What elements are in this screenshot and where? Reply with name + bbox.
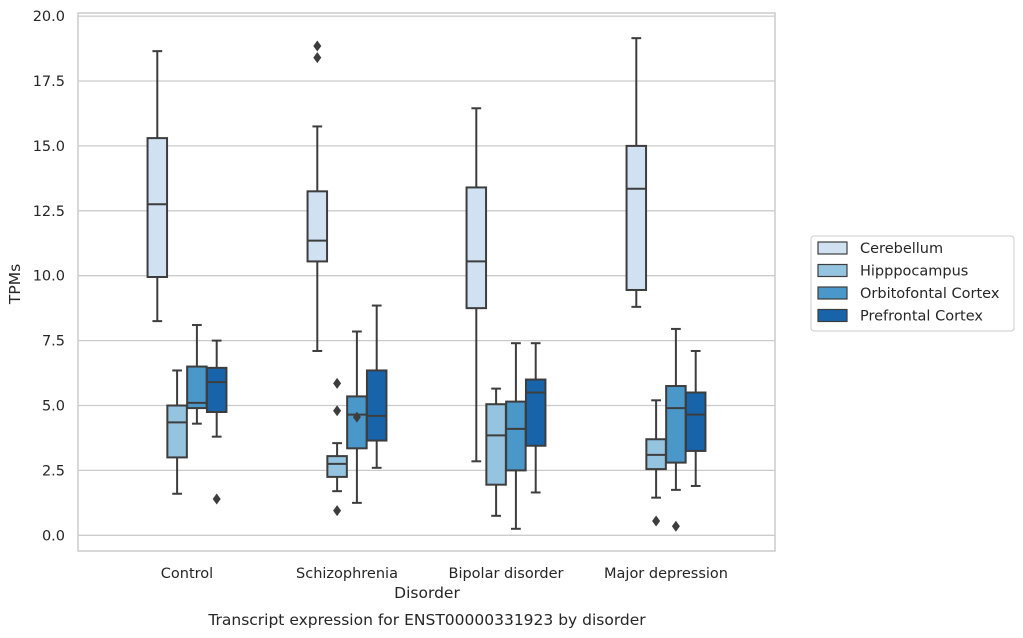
legend-swatch <box>817 286 848 300</box>
legend-swatch <box>817 263 848 278</box>
y-tick-label: 7.5 <box>42 334 65 350</box>
y-tick-label: 0.0 <box>42 528 65 544</box>
legend-frame <box>810 235 1015 332</box>
x-tick-label: Control <box>161 566 213 582</box>
y-tick-labels: 0.0 2.5 5.0 7.5 10.0 12.5 15.0 17.5 20.0 <box>33 9 65 544</box>
outlier-point <box>333 405 342 417</box>
y-tick-label: 2.5 <box>42 463 65 479</box>
y-tick-label: 12.5 <box>33 204 65 220</box>
outlier-point <box>313 52 322 64</box>
series-prefrontal-cortex <box>205 304 707 505</box>
outlier-point <box>652 515 661 527</box>
legend-swatch <box>817 241 848 255</box>
legend-swatch <box>817 308 848 323</box>
box <box>205 366 228 413</box>
box <box>505 400 527 472</box>
outlier-point <box>313 40 322 52</box>
x-tick-label: Bipolar disorder <box>449 566 564 582</box>
y-tick-label: 10.0 <box>33 269 65 285</box>
legend: Cerebellum Hipppocampus Orbitofontal Corte… <box>810 235 1015 332</box>
x-tick-label: Major depression <box>604 566 728 582</box>
legend-entry: Orbitofontal Cortex <box>860 286 1000 302</box>
y-tick-label: 5.0 <box>42 399 65 415</box>
outlier-point <box>333 377 342 389</box>
x-axis-label: Disorder <box>394 584 460 602</box>
box <box>146 137 169 278</box>
box <box>166 404 188 459</box>
outlier-point <box>352 411 361 423</box>
box <box>665 385 687 464</box>
legend-entry: Hipppocampus <box>860 264 968 280</box>
legend-entry: Cerebellum <box>860 241 943 257</box>
series-cerebellum <box>146 37 648 463</box>
box <box>485 403 507 486</box>
box <box>365 369 388 442</box>
box <box>326 455 348 478</box>
y-tick-label: 20.0 <box>33 9 65 25</box>
x-tick-labels: Control Schizophrenia Bipolar disorder Majo… <box>161 566 728 582</box>
box <box>465 186 488 310</box>
y-tick-label: 17.5 <box>33 74 65 90</box>
plot-frame <box>77 12 776 552</box>
box <box>684 391 707 452</box>
box <box>524 378 547 447</box>
box <box>625 144 648 291</box>
chart-caption: Transcript expression for ENST0000033192… <box>207 611 646 629</box>
y-tick-label: 15.0 <box>33 139 65 155</box>
outlier-point <box>212 493 221 505</box>
y-axis-label: TPMs <box>6 264 24 305</box>
outlier-point <box>333 505 342 517</box>
legend-entry: Prefrontal Cortex <box>860 309 983 325</box>
outlier-point <box>671 520 680 532</box>
box <box>306 190 329 263</box>
box-series <box>146 37 707 532</box>
series-orbitofontal-cortex <box>186 324 687 532</box>
x-tick-label: Schizophrenia <box>296 566 398 582</box>
box <box>186 365 208 410</box>
